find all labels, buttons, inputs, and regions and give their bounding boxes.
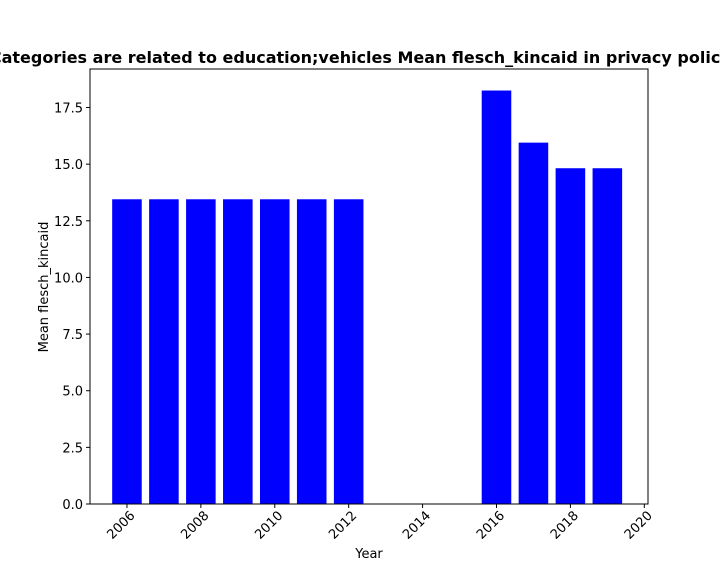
chart-title: Categories are related to education;vehi… xyxy=(0,48,720,67)
bar-2011 xyxy=(296,199,327,504)
y-tick-label-10.0: 10.0 xyxy=(54,271,83,286)
y-axis-label: Mean flesch_kincaid xyxy=(37,222,52,353)
y-tick-label-12.5: 12.5 xyxy=(54,215,83,230)
bar-2018 xyxy=(555,168,586,504)
bar-2016 xyxy=(481,90,512,504)
y-axis: 0.0 2.5 5.0 7.5 10.0 12.5 15.0 17.5 xyxy=(54,102,90,513)
x-tick-label-2008: 2008 xyxy=(178,509,212,543)
bar-2008 xyxy=(186,199,216,504)
x-tick-label-2014: 2014 xyxy=(400,509,434,543)
bar-2012 xyxy=(333,199,364,504)
x-tick-label-2018: 2018 xyxy=(548,509,582,543)
x-axis-label: Year xyxy=(354,547,383,562)
x-tick-label-2012: 2012 xyxy=(326,509,360,543)
bar-2007 xyxy=(149,199,179,504)
bar-2006 xyxy=(112,199,142,504)
y-tick-label-5.0: 5.0 xyxy=(62,385,83,400)
bar-2009 xyxy=(223,199,253,504)
bars-group xyxy=(112,90,623,504)
bar-2019 xyxy=(592,168,623,504)
x-tick-label-2006: 2006 xyxy=(104,509,138,543)
x-tick-label-2016: 2016 xyxy=(474,509,508,543)
plot-area-frame xyxy=(89,68,649,505)
y-tick-label-15.0: 15.0 xyxy=(54,158,83,173)
x-tick-label-2020: 2020 xyxy=(622,509,656,543)
bar-2010 xyxy=(259,199,290,504)
x-tick-label-2010: 2010 xyxy=(252,509,286,543)
y-tick-label-7.5: 7.5 xyxy=(62,328,83,343)
y-tick-label-17.5: 17.5 xyxy=(54,102,83,117)
bar-2017 xyxy=(518,142,549,504)
y-tick-label-2.5: 2.5 xyxy=(62,441,83,456)
y-tick-label-0.0: 0.0 xyxy=(62,498,83,513)
x-axis: 2006 2008 2010 2012 2014 2016 2018 2020 xyxy=(104,504,656,543)
